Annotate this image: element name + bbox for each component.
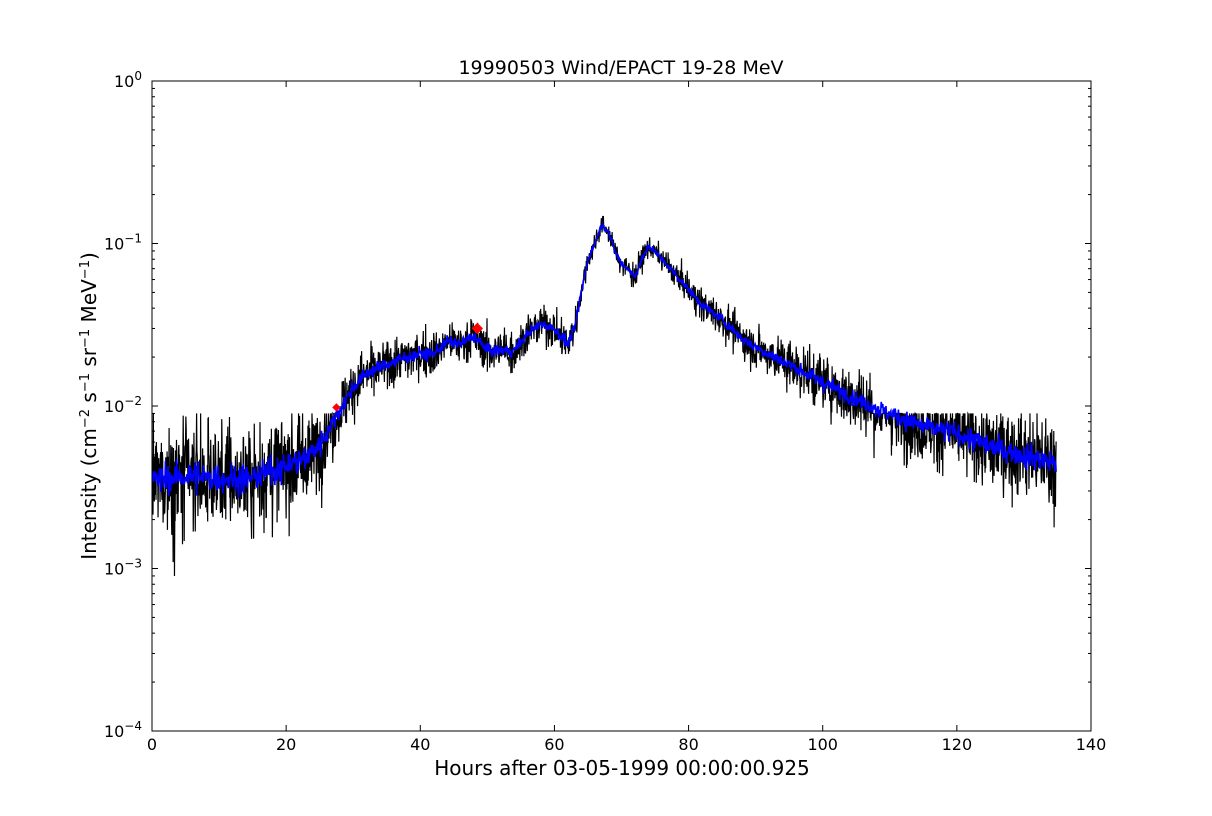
x-tick-label: 120 [942, 735, 973, 754]
x-tick-label: 100 [807, 735, 838, 754]
y-tick-label: 10−4 [104, 719, 142, 741]
event-marker-2 [471, 322, 484, 335]
x-tick-label: 60 [544, 735, 564, 754]
chart-title: 19990503 Wind/EPACT 19-28 MeV [458, 57, 783, 79]
y-tick-label: 10−1 [104, 232, 142, 254]
event-marker-1 [332, 403, 341, 412]
x-axis-label: Hours after 03-05-1999 00:00:00.925 [434, 756, 810, 780]
x-tick-label: 0 [147, 735, 157, 754]
x-tick-label: 80 [678, 735, 698, 754]
x-tick-label: 140 [1076, 735, 1107, 754]
y-tick-label: 100 [114, 69, 142, 91]
series-smoothed-line [152, 220, 1057, 498]
x-tick-label: 20 [276, 735, 296, 754]
y-axis-label: Intensity (cm−2 s−1 sr−1 MeV−1) [77, 252, 101, 560]
x-tick-label: 40 [410, 735, 430, 754]
y-tick-label: 10−2 [104, 394, 142, 416]
y-tick-label: 10−3 [104, 557, 142, 579]
